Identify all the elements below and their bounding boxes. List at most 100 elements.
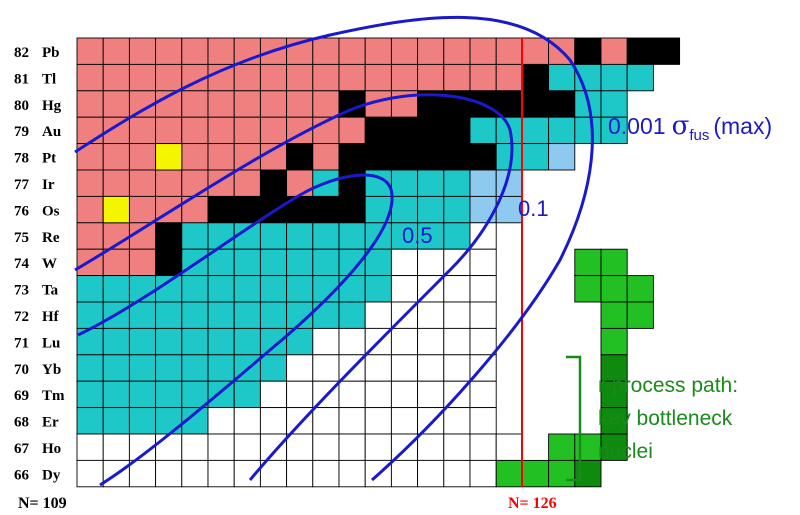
nuclide-cell xyxy=(286,380,314,409)
nuclide-cell xyxy=(469,433,497,461)
nuclide-cell xyxy=(259,380,288,409)
nuclide-cell xyxy=(102,327,130,356)
nuclide-cell xyxy=(443,301,471,329)
nuclide-cell xyxy=(600,37,628,65)
nuclide-cell xyxy=(521,63,550,92)
nuclide-cell xyxy=(417,433,445,461)
nuclide-cell xyxy=(626,301,654,329)
nuclide-cell xyxy=(181,275,209,303)
nuclide-cell xyxy=(652,37,681,65)
nuclide-cell xyxy=(312,354,340,382)
nuclide-cell xyxy=(102,143,130,171)
nuclide-cell xyxy=(390,459,419,488)
nuclide-cell xyxy=(521,116,550,145)
nuclide-cell xyxy=(76,459,104,488)
nuclide-cell xyxy=(233,327,261,356)
nuclide-cell xyxy=(469,327,497,356)
nuclide-cell xyxy=(338,407,366,435)
nuclide-cell xyxy=(364,380,392,409)
nuclide-cell xyxy=(76,275,104,303)
nuclide-cell xyxy=(417,354,445,382)
nuclide-cell xyxy=(417,143,445,171)
annotation-line-1: r-process path: xyxy=(598,374,738,397)
z-number-label: 75 xyxy=(14,230,29,246)
nuclide-cell xyxy=(312,433,340,461)
nuclide-cell xyxy=(495,433,523,461)
nuclide-cell xyxy=(181,327,209,356)
nuclide-cell xyxy=(390,116,419,145)
nuclide-cell xyxy=(390,143,419,171)
contour-curve-inner xyxy=(77,173,394,487)
nuclide-cell xyxy=(417,169,445,197)
nuclide-cell xyxy=(312,327,340,356)
nuclide-cell xyxy=(626,275,654,303)
nuclide-cell xyxy=(469,116,497,145)
z-number-label: 76 xyxy=(14,203,30,219)
nuclide-cell xyxy=(259,433,288,461)
nuclide-cell xyxy=(574,37,602,65)
nuclide-cell xyxy=(521,143,550,171)
nuclide-cell xyxy=(128,143,157,171)
nuclide-cell xyxy=(521,459,550,488)
nuclide-cell xyxy=(181,169,209,197)
nuclide-cell xyxy=(259,195,288,224)
z-number-label: 81 xyxy=(14,71,29,87)
nuclide-cell xyxy=(548,143,576,171)
nuclide-cell xyxy=(469,195,497,224)
nuclide-cell xyxy=(128,248,157,277)
nuclide-cell xyxy=(76,63,104,92)
nuclide-cell xyxy=(233,169,261,197)
z-number-label: 82 xyxy=(14,45,29,61)
nuclide-cell xyxy=(548,63,576,92)
nuclide-cell xyxy=(155,433,183,461)
nuclide-cell xyxy=(259,301,288,329)
nuclide-cell xyxy=(286,90,314,118)
nuclide-cell xyxy=(338,327,366,356)
nuclide-cell xyxy=(417,63,445,92)
nuclide-cell xyxy=(417,37,445,65)
nuclide-cell xyxy=(338,116,366,145)
nuclide-cell xyxy=(417,380,445,409)
nuclide-cell xyxy=(364,248,392,277)
nuclide-cell xyxy=(207,195,235,224)
nuclide-cell xyxy=(259,90,288,118)
nuclide-cell xyxy=(286,248,314,277)
element-symbol-label: Ta xyxy=(42,283,59,299)
nuclide-cell xyxy=(469,459,497,488)
nuclide-cell xyxy=(548,459,576,488)
nuclide-cell xyxy=(102,90,130,118)
annotation-line-2: key bottleneck xyxy=(598,407,733,430)
nuclide-cell xyxy=(443,433,471,461)
nuclide-cell xyxy=(312,63,340,92)
nuclide-cell xyxy=(286,433,314,461)
nuclide-cell xyxy=(155,222,183,250)
nuclide-cell xyxy=(155,116,183,145)
nuclide-cell xyxy=(364,116,392,145)
nuclide-cell xyxy=(76,195,104,224)
nuclide-cell xyxy=(155,407,183,435)
nuclide-cell xyxy=(128,327,157,356)
nuclide-cell xyxy=(102,407,130,435)
nuclide-cell xyxy=(207,380,235,409)
nuclide-cell xyxy=(155,327,183,356)
nuclide-cell xyxy=(443,222,471,250)
nuclide-cell xyxy=(338,301,366,329)
nuclide-cell xyxy=(312,248,340,277)
nuclide-cell xyxy=(102,248,130,277)
nuclide-cell xyxy=(155,301,183,329)
nuclide-cell xyxy=(259,116,288,145)
nuclide-cell xyxy=(338,380,366,409)
contour-label-outer: 0.001 σfus (max) xyxy=(608,111,772,144)
nuclide-cell xyxy=(417,301,445,329)
nuclide-cell xyxy=(76,380,104,409)
z-number-label: 66 xyxy=(14,467,30,483)
nuclide-cell xyxy=(338,459,366,488)
nuclide-cell xyxy=(495,37,523,65)
nuclide-cell xyxy=(600,116,628,145)
element-symbol-label: Er xyxy=(42,415,59,431)
element-symbol-label: Lu xyxy=(42,335,60,351)
nuclide-cell xyxy=(600,63,628,92)
nuclide-cell xyxy=(233,143,261,171)
z-number-label: 67 xyxy=(14,441,30,457)
